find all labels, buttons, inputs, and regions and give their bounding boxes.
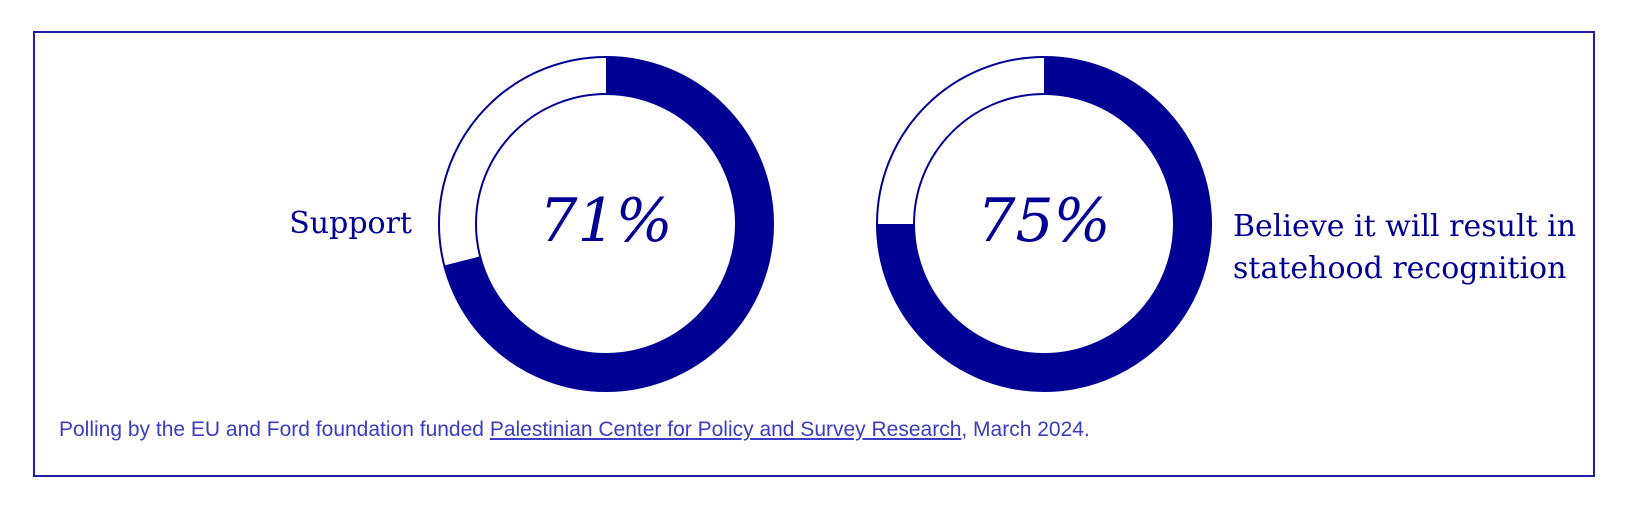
donut-value-label: 71% — [539, 186, 673, 256]
donut-label-line: statehood recognition — [1233, 251, 1567, 286]
caption-suffix: , March 2024. — [961, 418, 1090, 441]
source-link[interactable]: Palestinian Center for Policy and Survey… — [489, 418, 962, 441]
donut-label-line: Believe it will result in — [1233, 209, 1577, 244]
chart-frame — [33, 31, 1595, 477]
donut-label-statehood: Believe it will result in statehood reco… — [1233, 206, 1576, 290]
caption-prefix: Polling by the EU and Ford foundation fu… — [59, 418, 490, 441]
donut-value-label: 75% — [977, 186, 1111, 256]
donut-label-support: Support — [289, 203, 412, 245]
source-caption: Polling by the EU and Ford foundation fu… — [59, 418, 1090, 442]
donut-label-line: Support — [289, 206, 412, 241]
